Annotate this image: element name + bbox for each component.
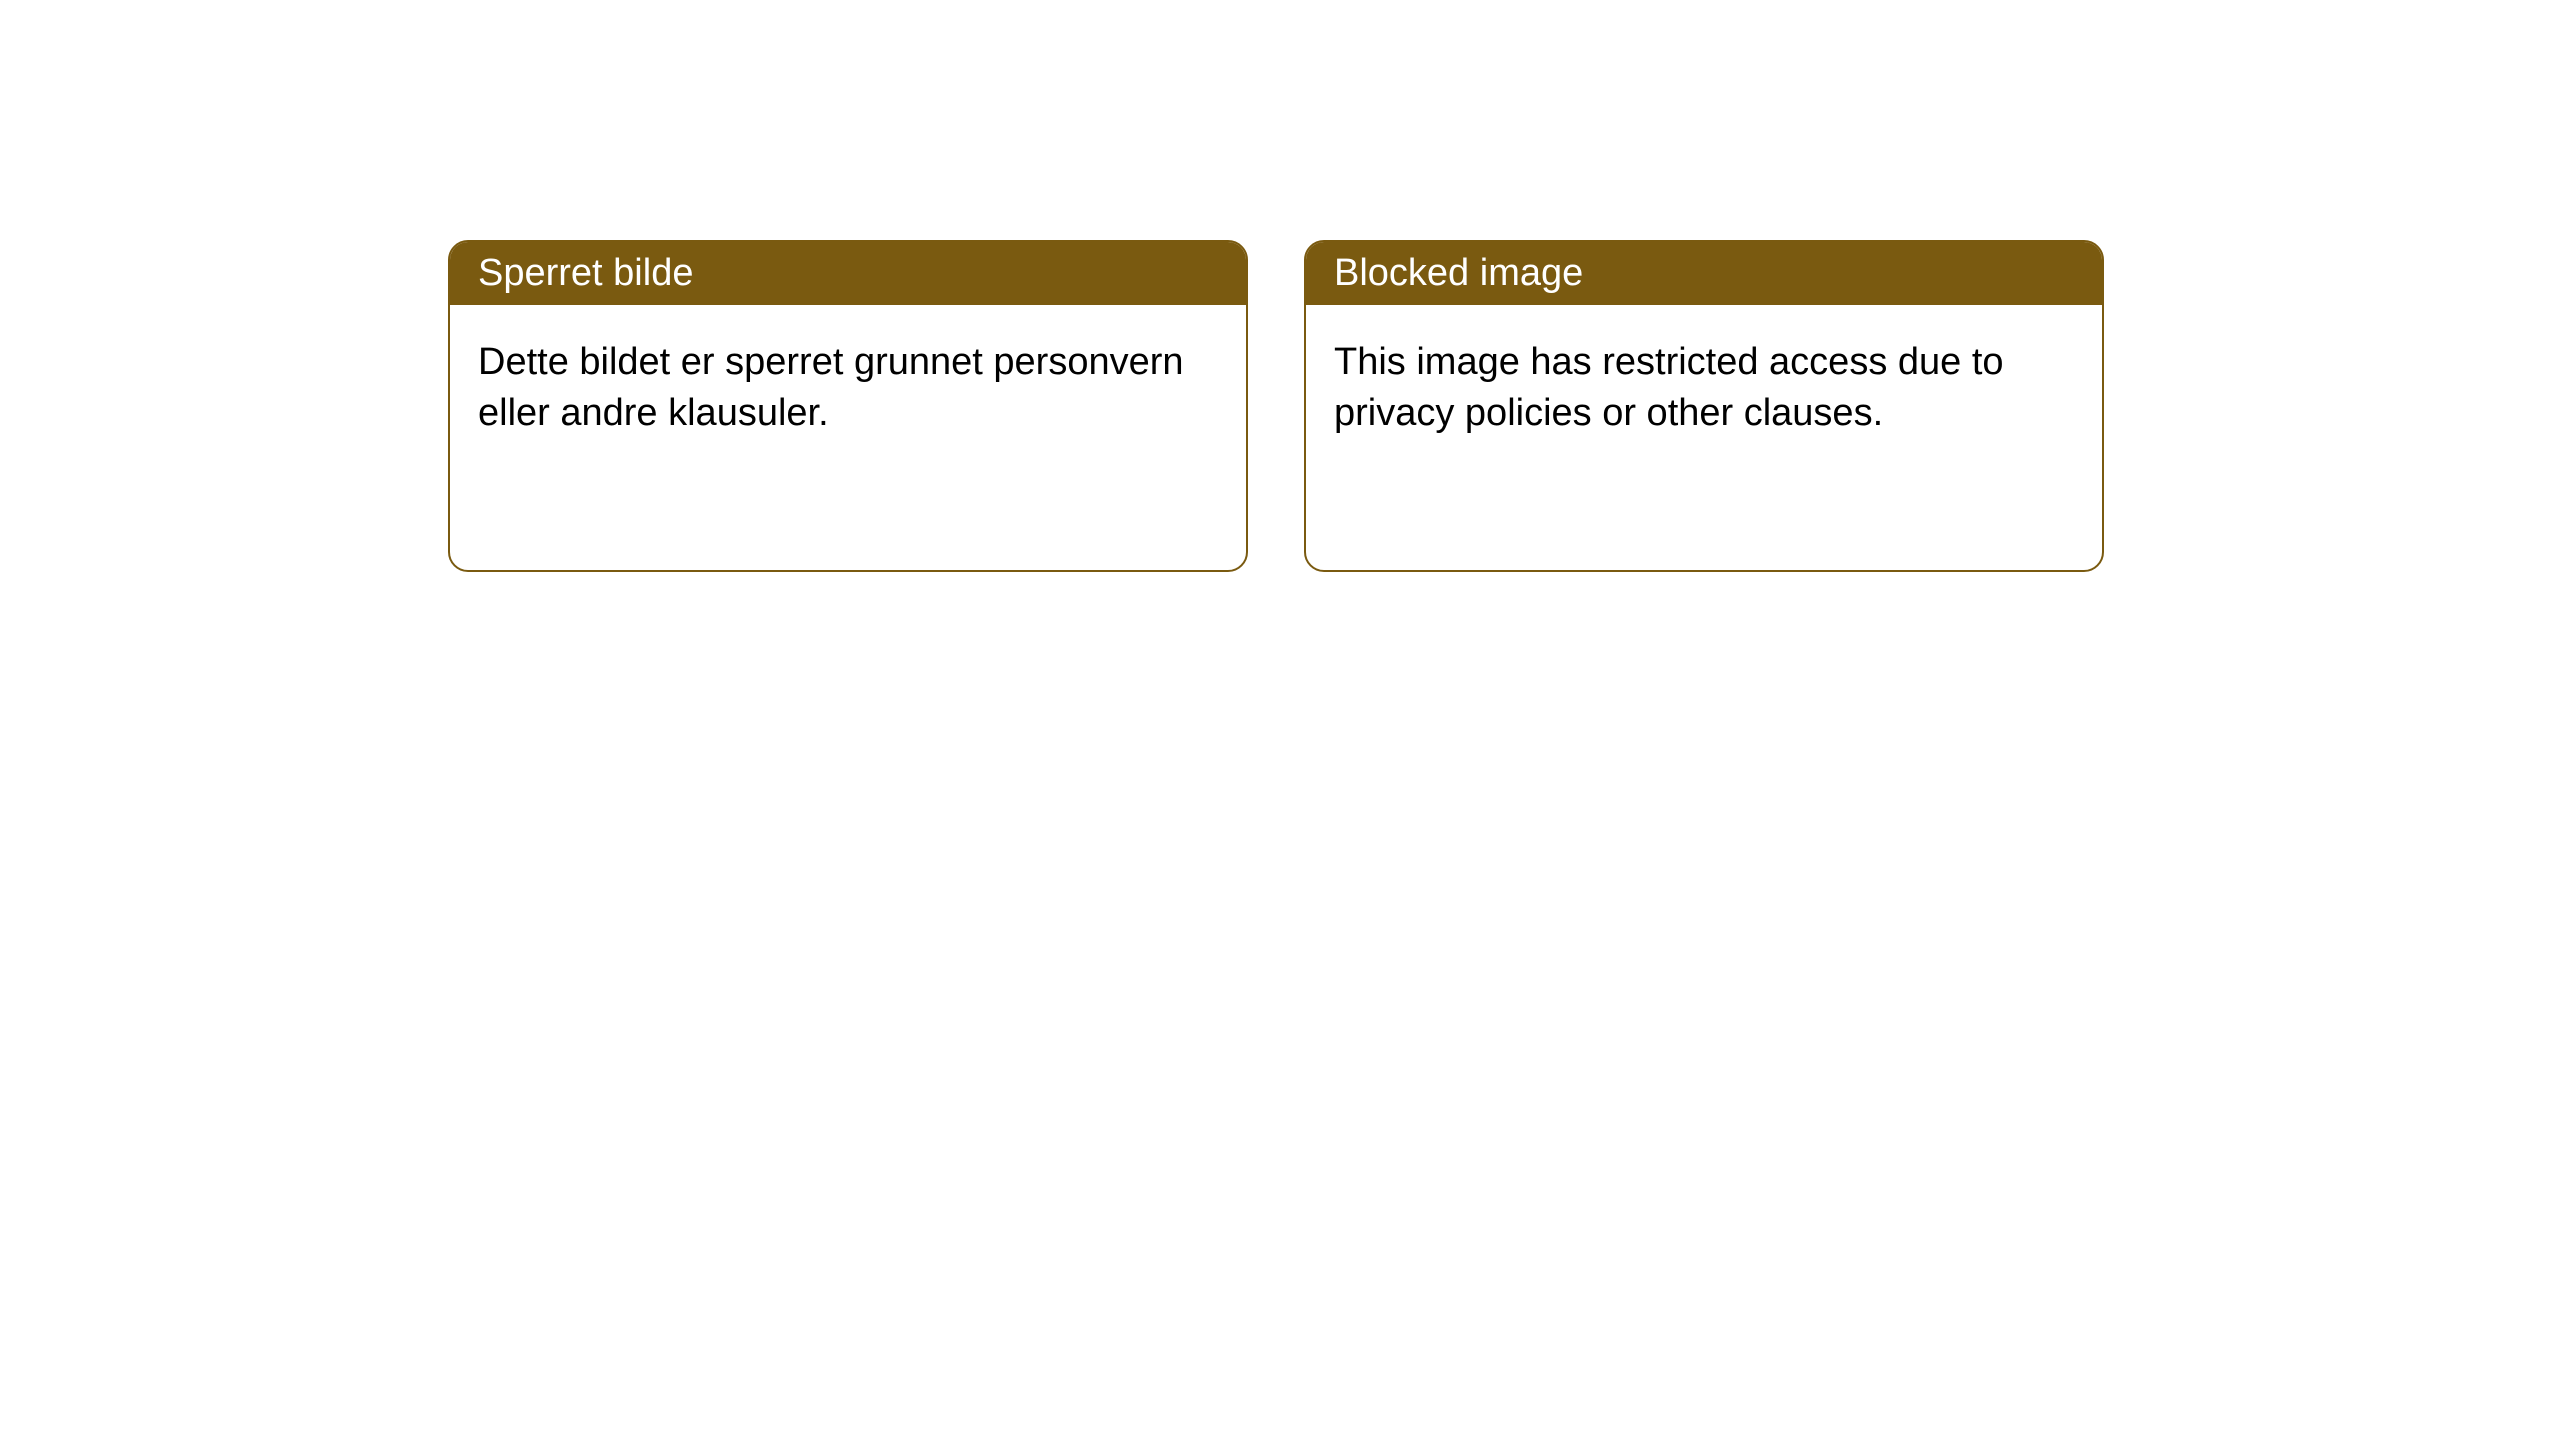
card-header: Blocked image bbox=[1306, 242, 2102, 305]
card-header: Sperret bilde bbox=[450, 242, 1246, 305]
card-title: Sperret bilde bbox=[478, 252, 693, 294]
notice-container: Sperret bilde Dette bildet er sperret gr… bbox=[0, 0, 2560, 572]
card-body-text: This image has restricted access due to … bbox=[1334, 341, 2004, 434]
card-body: Dette bildet er sperret grunnet personve… bbox=[450, 305, 1246, 472]
blocked-image-card-en: Blocked image This image has restricted … bbox=[1304, 240, 2104, 572]
card-body-text: Dette bildet er sperret grunnet personve… bbox=[478, 341, 1184, 434]
card-title: Blocked image bbox=[1334, 252, 1583, 294]
card-body: This image has restricted access due to … bbox=[1306, 305, 2102, 472]
blocked-image-card-no: Sperret bilde Dette bildet er sperret gr… bbox=[448, 240, 1248, 572]
